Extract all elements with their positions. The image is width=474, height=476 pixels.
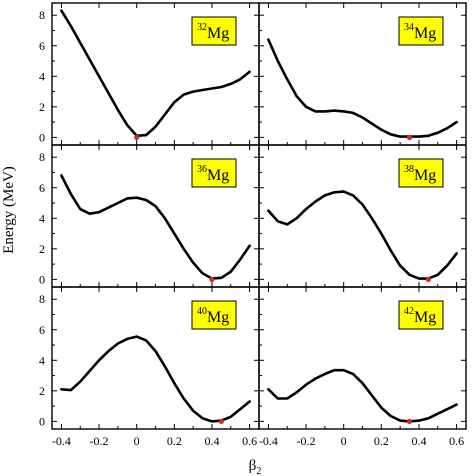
nucleus-mass-number: 36: [197, 164, 207, 175]
y-tick-label: 0: [39, 272, 45, 286]
nucleus-label: 38Mg: [404, 164, 436, 184]
energy-curve-34Mg: [267, 38, 458, 138]
x-axis-title-subscript: 2: [256, 466, 261, 476]
nucleus-label: 32Mg: [197, 22, 229, 42]
y-tick-label: 4: [39, 211, 45, 225]
nucleus-label-box: [398, 16, 444, 46]
panel-38Mg: 38Mg: [258, 144, 467, 288]
energy-curve-36Mg: [60, 174, 251, 280]
y-tick-label: 6: [39, 323, 45, 337]
y-tick-label: 6: [39, 181, 45, 195]
nucleus-mass-number: 40: [197, 306, 207, 317]
energy-curve-32Mg: [60, 9, 251, 138]
y-tick-label: 2: [39, 242, 45, 256]
y-tick-label: 0: [39, 130, 45, 144]
nucleus-mass-number: 34: [404, 22, 414, 33]
x-tick-label: 0.2: [374, 434, 389, 448]
x-tick-label: -0.2: [297, 434, 316, 448]
panel-32Mg: 0 2 4 6 8 32Mg: [39, 2, 260, 146]
nucleus-mass-number: 32: [197, 22, 207, 33]
nucleus-element-symbol: Mg: [414, 309, 436, 326]
nucleus-label-box: [398, 158, 444, 188]
nucleus-label: 42Mg: [404, 306, 436, 326]
minimum-marker: [134, 134, 140, 140]
x-tick-label: -0.2: [90, 434, 109, 448]
x-tick-label: 0.6: [242, 434, 257, 448]
nucleus-label-box: [191, 16, 237, 46]
x-axis-title-main: β: [249, 458, 257, 474]
nucleus-label-box: [191, 300, 237, 330]
y-axis-title: Energy (MeV): [1, 166, 17, 254]
y-tick-label: 0: [39, 414, 45, 428]
y-tick-label: 8: [39, 292, 45, 306]
panel-36Mg: 0 2 4 6 8 36Mg: [39, 144, 260, 288]
x-tick-label: 0.4: [411, 434, 426, 448]
nucleus-label-box: [398, 300, 444, 330]
nucleus-element-symbol: Mg: [414, 167, 436, 184]
minimum-marker: [425, 276, 431, 282]
minimum-marker: [406, 418, 413, 424]
y-tick-label: 6: [39, 39, 45, 53]
minimum-marker: [218, 418, 224, 424]
nucleus-label: 40Mg: [197, 306, 229, 326]
energy-curve-38Mg: [267, 190, 458, 280]
x-tick-label: 0.6: [449, 434, 464, 448]
panel-40Mg: 0 2 4 6 8 -0.4 -0.2 0 0.2 0.4 0.6 40Mg: [39, 286, 260, 448]
x-tick-label: 0.2: [167, 434, 182, 448]
x-tick-label: -0.4: [52, 434, 71, 448]
panel-34Mg: 34Mg: [258, 2, 467, 146]
x-axis-title: β2: [249, 458, 262, 476]
energy-curve-42Mg: [267, 368, 458, 423]
nucleus-element-symbol: Mg: [414, 25, 436, 42]
nucleus-element-symbol: Mg: [207, 309, 229, 326]
x-tick-label: 0: [341, 434, 347, 448]
nucleus-label-box: [191, 158, 237, 188]
nucleus-mass-number: 42: [404, 306, 414, 317]
panel-42Mg: -0.4 -0.2 0 0.2 0.4 0.6 42Mg: [258, 286, 467, 448]
y-tick-label: 4: [39, 353, 45, 367]
x-tick-label: 0: [134, 434, 140, 448]
y-tick-label: 8: [39, 150, 45, 164]
energy-curve-40Mg: [60, 335, 251, 423]
nucleus-mass-number: 38: [404, 164, 414, 175]
nucleus-element-symbol: Mg: [207, 167, 229, 184]
y-tick-label: 2: [39, 100, 45, 114]
nucleus-element-symbol: Mg: [207, 25, 229, 42]
y-tick-label: 8: [39, 8, 45, 22]
nucleus-label: 36Mg: [197, 164, 229, 184]
y-tick-label: 2: [39, 384, 45, 398]
x-tick-label: -0.4: [259, 434, 278, 448]
minimum-marker: [406, 134, 413, 140]
nucleus-label: 34Mg: [404, 22, 436, 42]
minimum-marker: [209, 276, 215, 282]
y-tick-label: 4: [39, 69, 45, 83]
x-tick-label: 0.4: [204, 434, 219, 448]
